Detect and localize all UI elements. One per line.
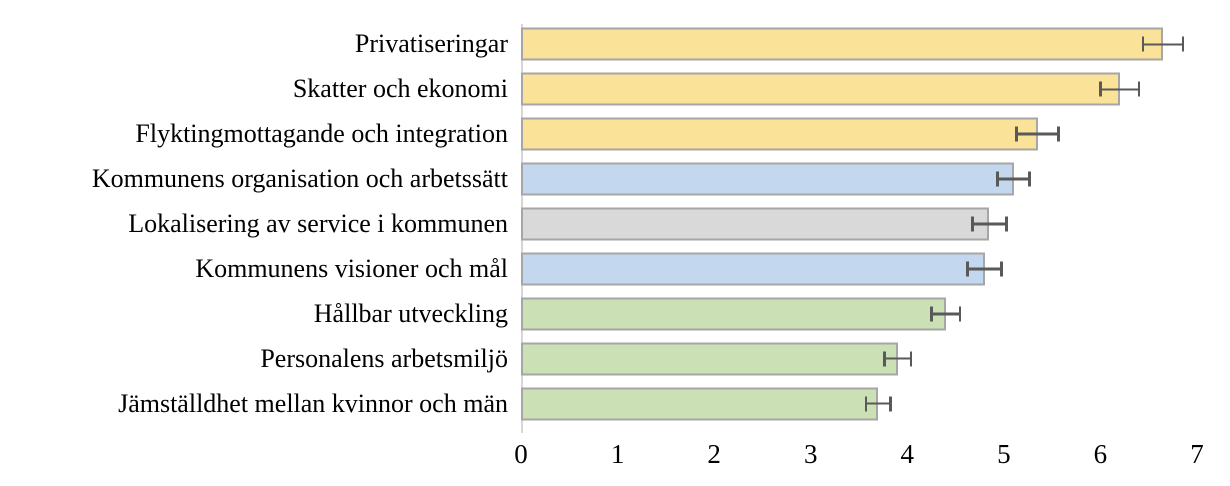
category-label: Jämställdhet mellan kvinnor och män [118, 388, 508, 418]
error-bar-left-cap [966, 261, 969, 277]
bar-rows: Privatiseringar Skatter och ekonomi Flyk… [0, 22, 1197, 426]
bar [521, 252, 985, 286]
bar [521, 387, 879, 421]
chart-row: Privatiseringar [0, 22, 1197, 67]
error-bar-left-cap [971, 216, 974, 232]
bar [521, 207, 990, 241]
error-bar-line [1141, 43, 1185, 46]
bar [521, 117, 1038, 151]
error-bar-left-cap [864, 396, 868, 412]
bar [521, 297, 946, 331]
error-bar-line [996, 177, 1031, 181]
error-bar-line [966, 267, 1003, 271]
x-axis-tick-label: 7 [1190, 439, 1204, 470]
bar [521, 72, 1120, 106]
bar [521, 342, 898, 376]
error-bar-right-cap [1181, 36, 1185, 52]
chart-row: Kommunens organisation och arbetssätt [0, 157, 1197, 202]
error-bar-right-cap [1005, 216, 1008, 232]
error-bar [883, 351, 913, 367]
bar-track [521, 291, 1197, 336]
error-bar-line [971, 222, 1008, 226]
error-bar-left-cap [996, 171, 999, 187]
x-axis: 0 1 2 3 4 5 6 7 [514, 438, 1204, 478]
error-bar-right-cap [958, 306, 962, 322]
bar-track [521, 67, 1197, 112]
x-axis-tick-label: 3 [803, 439, 818, 470]
chart-row: Kommunens visioner och mål [0, 246, 1197, 291]
error-bar-left-cap [1099, 81, 1102, 97]
category-label: Flyktingmottagande och integration [135, 119, 508, 149]
error-bar [1099, 81, 1140, 97]
error-bar-line [1099, 88, 1140, 91]
bar-track [521, 112, 1197, 157]
category-label: Kommunens organisation och arbetssätt [91, 164, 508, 194]
error-bar-right-cap [889, 396, 892, 412]
category-label: Privatiseringar [354, 29, 508, 59]
error-bar [1141, 36, 1185, 52]
plot-area: Privatiseringar Skatter och ekonomi Flyk… [0, 22, 1197, 434]
error-bar [864, 396, 892, 412]
bar-track [521, 157, 1197, 202]
bar-track [521, 22, 1197, 67]
error-bar [930, 306, 962, 322]
error-bar-line [864, 402, 892, 405]
bar-track [521, 336, 1197, 381]
error-bar-right-cap [1028, 171, 1031, 187]
bar [521, 27, 1164, 61]
error-bar [996, 171, 1031, 187]
error-bar-right-cap [1137, 81, 1140, 97]
chart-row: Hållbar utveckling [0, 291, 1197, 336]
error-bar-left-cap [1141, 36, 1145, 52]
error-bar [971, 216, 1008, 232]
error-bar-right-cap [1057, 126, 1060, 142]
bar-track [521, 246, 1197, 291]
error-bar-right-cap [1000, 261, 1003, 277]
error-bar-left-cap [930, 306, 933, 322]
error-bar-left-cap [1015, 126, 1018, 142]
bar-track [521, 202, 1197, 247]
chart-row: Lokalisering av service i kommunen [0, 202, 1197, 247]
error-bar-line [883, 357, 913, 360]
x-axis-tick-label: 0 [514, 439, 528, 470]
bar [521, 162, 1014, 196]
category-label: Lokalisering av service i kommunen [128, 209, 508, 238]
category-label: Personalens arbetsmiljö [260, 343, 508, 373]
category-label: Hållbar utveckling [313, 298, 508, 328]
error-bar [1015, 126, 1060, 142]
chart-row: Flyktingmottagande och integration [0, 112, 1197, 157]
chart-row: Jämställdhet mellan kvinnor och män [0, 381, 1197, 426]
chart-row: Personalens arbetsmiljö [0, 336, 1197, 381]
bar-track [521, 381, 1197, 426]
category-label: Skatter och ekonomi [292, 74, 508, 104]
x-axis-tick-label: 2 [707, 439, 721, 470]
x-axis-tick-label: 6 [1093, 439, 1108, 470]
x-axis-tick-label: 1 [610, 439, 625, 470]
error-bar [966, 261, 1003, 277]
error-bar-line [930, 312, 962, 316]
x-axis-tick-label: 5 [997, 439, 1011, 470]
chart-row: Skatter och ekonomi [0, 67, 1197, 112]
x-axis-tick-label: 4 [900, 439, 915, 470]
error-bar-left-cap [883, 351, 886, 367]
error-bar-line [1015, 132, 1060, 136]
category-label: Kommunens visioner och mål [195, 253, 508, 283]
error-bar-right-cap [909, 351, 913, 367]
